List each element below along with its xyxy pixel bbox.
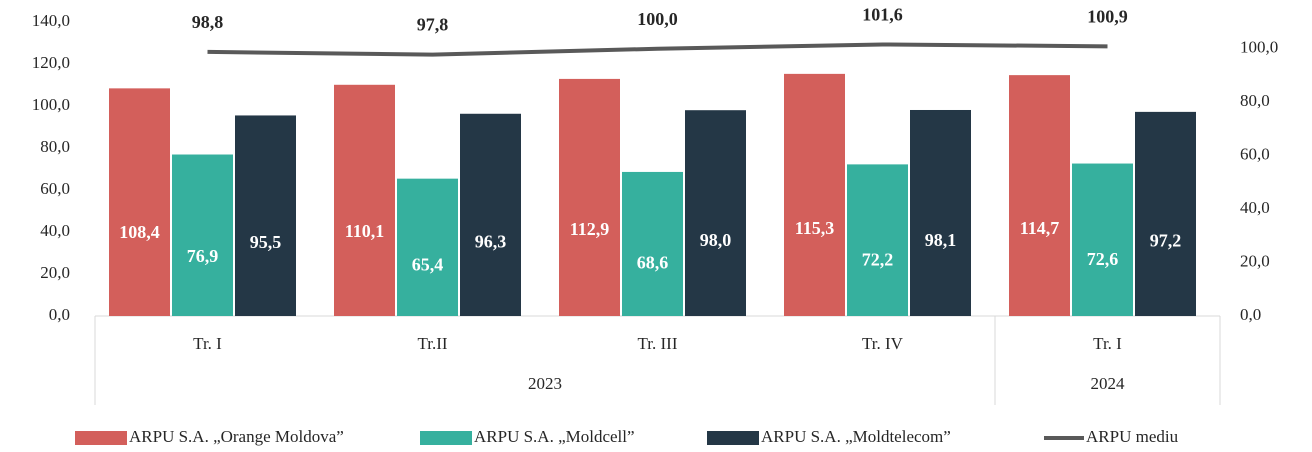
- y2-tick-label: 100,0: [1240, 38, 1278, 57]
- bar: [1072, 163, 1133, 316]
- y2-tick-label: 40,0: [1240, 198, 1270, 217]
- data-label: 72,2: [862, 250, 894, 270]
- bar: [559, 78, 620, 316]
- line: [207, 42, 1108, 57]
- bar: [172, 154, 233, 316]
- data-label: 100,0: [637, 9, 678, 29]
- y-tick-label: 40,0: [40, 221, 70, 240]
- x-tick-label: Tr.II: [417, 334, 447, 353]
- x-tick-label: Tr. III: [638, 334, 678, 353]
- y2-tick-label: 0,0: [1240, 305, 1261, 324]
- data-label: 98,1: [925, 230, 957, 250]
- data-label: 68,6: [637, 252, 669, 272]
- y2-tick-label: 60,0: [1240, 145, 1270, 164]
- bar: [334, 84, 395, 316]
- group-label: 2024: [1091, 374, 1126, 393]
- data-label: 97,8: [417, 15, 449, 35]
- data-label: 114,7: [1020, 218, 1060, 238]
- data-label: 96,3: [475, 231, 507, 251]
- bar: [622, 171, 683, 316]
- legend-swatch: [707, 431, 759, 445]
- bar: [397, 178, 458, 316]
- data-label: 115,3: [795, 218, 835, 238]
- data-label: 97,2: [1150, 231, 1182, 251]
- data-label: 76,9: [187, 246, 219, 266]
- y-tick-label: 0,0: [49, 305, 70, 324]
- bar: [910, 109, 971, 317]
- legend-label: ARPU S.A. „Orange Moldova”: [129, 427, 344, 446]
- y-tick-label: 140,0: [32, 11, 70, 30]
- data-label: 65,4: [412, 255, 444, 275]
- y-tick-label: 120,0: [32, 53, 70, 72]
- bar: [847, 164, 908, 316]
- data-label: 98,8: [192, 12, 224, 32]
- data-label: 95,5: [250, 232, 282, 252]
- legend-swatch: [420, 431, 472, 445]
- data-label: 108,4: [119, 222, 160, 242]
- bar: [109, 88, 170, 316]
- data-label: 100,9: [1087, 6, 1128, 26]
- bar: [784, 73, 845, 317]
- legend-label: ARPU mediu: [1086, 427, 1179, 446]
- group-label: 2023: [528, 374, 562, 393]
- bar: [685, 110, 746, 316]
- data-label: 112,9: [570, 219, 610, 239]
- y-tick-label: 100,0: [32, 95, 70, 114]
- x-tick-label: Tr. I: [1093, 334, 1122, 353]
- legend-label: ARPU S.A. „Moldcell”: [474, 427, 635, 446]
- legend-swatch: [75, 431, 127, 445]
- bar: [1135, 111, 1196, 316]
- data-label: 101,6: [862, 5, 903, 25]
- bar: [460, 113, 521, 317]
- y-tick-label: 20,0: [40, 263, 70, 282]
- x-tick-label: Tr. IV: [862, 334, 904, 353]
- bar: [235, 115, 296, 316]
- y2-tick-label: 20,0: [1240, 251, 1270, 270]
- x-tick-label: Tr. I: [193, 334, 222, 353]
- y-tick-label: 80,0: [40, 137, 70, 156]
- legend-label: ARPU S.A. „Moldtelecom”: [761, 427, 951, 446]
- y-tick-label: 60,0: [40, 179, 70, 198]
- y2-tick-label: 80,0: [1240, 91, 1270, 110]
- data-label: 110,1: [345, 221, 385, 241]
- data-label: 72,6: [1087, 249, 1119, 269]
- data-label: 98,0: [700, 230, 732, 250]
- bar: [1009, 75, 1070, 316]
